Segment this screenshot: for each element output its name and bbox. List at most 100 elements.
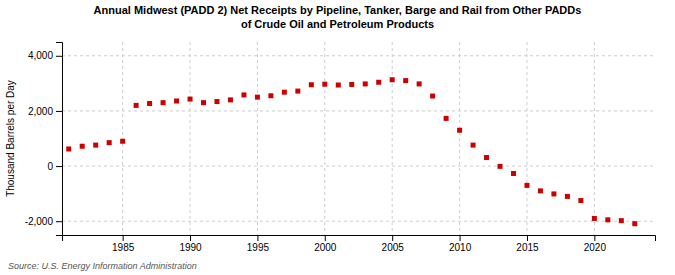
chart: 1985 1990 1995 2000 2005 2010 2015 2020 -2,000 0 2… bbox=[0, 0, 675, 275]
axis-line bbox=[56, 43, 63, 236]
point bbox=[511, 171, 516, 176]
point bbox=[228, 97, 233, 102]
point bbox=[538, 188, 543, 193]
y-axis: -2,000 0 2,000 4,000 bbox=[25, 43, 63, 236]
tick-mark bbox=[56, 111, 62, 112]
point bbox=[322, 82, 327, 87]
point bbox=[484, 155, 489, 160]
point bbox=[430, 94, 435, 99]
grid-line bbox=[62, 166, 655, 167]
tick: 2010 bbox=[449, 235, 472, 253]
point bbox=[376, 80, 381, 85]
point bbox=[592, 216, 597, 221]
tick-label: 2015 bbox=[516, 242, 539, 253]
point bbox=[619, 218, 624, 223]
grid-line bbox=[324, 42, 325, 235]
point bbox=[403, 78, 408, 83]
tick-mark bbox=[594, 235, 595, 241]
point bbox=[161, 100, 166, 105]
point bbox=[201, 100, 206, 105]
tick: 1985 bbox=[112, 235, 135, 253]
point bbox=[551, 191, 556, 196]
title: Annual Midwest (PADD 2) Net Receipts by … bbox=[94, 4, 582, 30]
tick: 2020 bbox=[584, 235, 607, 253]
point bbox=[174, 99, 179, 104]
tick-mark bbox=[56, 56, 62, 57]
tick-label: 4,000 bbox=[28, 50, 53, 61]
point bbox=[390, 77, 395, 82]
grid-line bbox=[526, 42, 527, 235]
points bbox=[66, 77, 637, 226]
point bbox=[349, 82, 354, 87]
point bbox=[309, 82, 314, 87]
tick-mark bbox=[392, 235, 393, 241]
tick-label: 0 bbox=[47, 161, 53, 172]
point bbox=[66, 146, 71, 151]
point bbox=[471, 143, 476, 148]
point bbox=[498, 164, 503, 169]
point bbox=[565, 194, 570, 199]
point bbox=[632, 221, 637, 226]
point bbox=[147, 101, 152, 106]
grid-line bbox=[190, 42, 191, 235]
point bbox=[444, 116, 449, 121]
tick: -2,000 bbox=[25, 216, 62, 227]
grid-line bbox=[62, 110, 655, 111]
tick-label: 2005 bbox=[382, 242, 405, 253]
tick-mark bbox=[190, 235, 191, 241]
grid-line bbox=[392, 42, 393, 235]
point bbox=[336, 83, 341, 88]
point bbox=[255, 95, 260, 100]
tick: 1990 bbox=[179, 235, 202, 253]
point bbox=[107, 140, 112, 145]
tick-label: 1995 bbox=[247, 242, 270, 253]
tick-label: 1985 bbox=[112, 242, 135, 253]
point bbox=[214, 99, 219, 104]
axis-line bbox=[63, 236, 656, 242]
title-line: Annual Midwest (PADD 2) Net Receipts by … bbox=[94, 4, 582, 16]
tick: 1995 bbox=[247, 235, 270, 253]
tick-mark bbox=[257, 235, 258, 241]
tick-mark bbox=[56, 221, 62, 222]
tick: 2005 bbox=[382, 235, 405, 253]
point bbox=[417, 81, 422, 86]
point bbox=[295, 89, 300, 94]
title-line: of Crude Oil and Petroleum Products bbox=[241, 18, 434, 30]
tick-mark bbox=[325, 235, 326, 241]
tick-mark bbox=[527, 235, 528, 241]
tick-mark bbox=[460, 235, 461, 241]
grid bbox=[62, 42, 655, 235]
grid-line bbox=[257, 42, 258, 235]
point bbox=[457, 128, 462, 133]
grid-line bbox=[62, 55, 655, 56]
y-axis-label: Thousand Barrels per Day bbox=[5, 80, 16, 197]
plot: 1985 1990 1995 2000 2005 2010 2015 2020 -2,000 0 2… bbox=[25, 42, 656, 253]
tick-mark bbox=[123, 235, 124, 241]
tick: 4,000 bbox=[28, 50, 62, 61]
tick-label: 1990 bbox=[179, 242, 202, 253]
tick-label: 2,000 bbox=[28, 106, 53, 117]
point bbox=[241, 92, 246, 97]
source: Source: U.S. Energy Information Administ… bbox=[8, 261, 197, 271]
point bbox=[80, 144, 85, 149]
tick-mark bbox=[56, 166, 62, 167]
point bbox=[524, 183, 529, 188]
tick: 0 bbox=[47, 161, 62, 172]
point bbox=[120, 139, 125, 144]
tick: 2000 bbox=[314, 235, 337, 253]
point bbox=[268, 93, 273, 98]
tick-label: 2020 bbox=[584, 242, 607, 253]
point bbox=[363, 81, 368, 86]
tick-label: -2,000 bbox=[25, 216, 54, 227]
tick: 2015 bbox=[516, 235, 539, 253]
tick-label: 2010 bbox=[449, 242, 472, 253]
point bbox=[93, 143, 98, 148]
point bbox=[134, 103, 139, 108]
point bbox=[188, 97, 193, 102]
grid-line bbox=[122, 42, 123, 235]
grid-line bbox=[594, 42, 595, 235]
grid-line bbox=[459, 42, 460, 235]
point bbox=[578, 198, 583, 203]
point bbox=[282, 90, 287, 95]
point bbox=[605, 217, 610, 222]
